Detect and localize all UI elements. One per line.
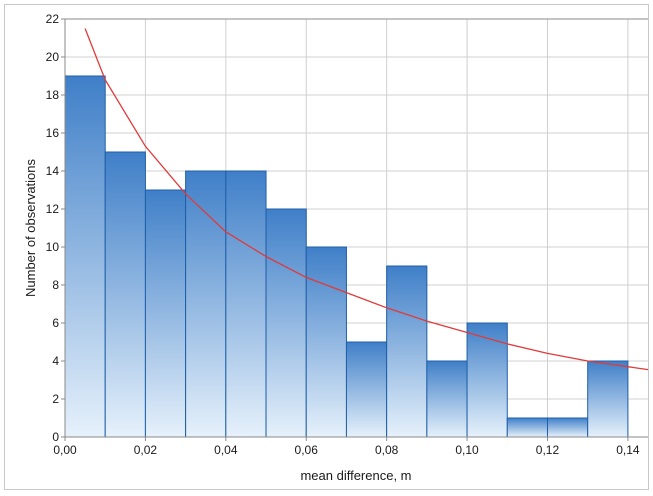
y-tick-label: 16 [46,126,60,140]
fitted-curve [84,28,649,371]
histogram-bar [587,360,629,438]
histogram-chart: 0 2 4 6 8 10 12 14 16 18 20 22 0,00 0,02 0,04 0,06 0,08… [23,12,649,483]
x-tick-label: 0,06 [295,443,319,457]
histogram-bar [506,417,548,438]
axes [64,18,648,438]
y-tick-label: 10 [46,240,60,254]
histogram-bar [345,341,388,438]
y-tick-label: 6 [52,316,59,330]
x-tick-label: 0,02 [134,443,158,457]
fitted-curve-line [84,28,649,371]
histogram-bar [466,322,508,438]
y-tick-label: 4 [52,354,59,368]
x-tick-label: 0,10 [455,443,479,457]
y-tick-label: 14 [46,164,60,178]
histogram-bar [144,189,187,438]
chart-frame: 0 2 4 6 8 10 12 14 16 18 20 22 0,00 0,02 0,04 0,06 0,08… [4,4,649,490]
x-tick-label: 0,04 [214,443,238,457]
histogram-bar [185,170,227,438]
x-tick-label: 0,00 [53,443,77,457]
histogram-bar [225,170,267,438]
histogram-bar [546,417,589,438]
x-axis-title: mean difference, m [300,468,411,483]
histogram-bar [386,265,428,438]
y-axis-title: Number of observations [23,158,38,297]
y-tick-label: 20 [46,50,60,64]
histogram-bar [104,151,146,438]
x-tick-labels: 0,00 0,02 0,04 0,06 0,08 0,10 0,12 0,14 [53,437,640,457]
y-tick-label: 12 [46,202,60,216]
histogram-bar [305,246,347,438]
x-tick-label: 0,12 [536,443,560,457]
x-tick-label: 0,08 [375,443,399,457]
histogram-bar [426,360,468,438]
histogram-bars [64,75,629,438]
x-tick-label: 0,14 [616,443,640,457]
y-tick-label: 0 [52,430,59,444]
y-tick-label: 18 [46,88,60,102]
histogram-bar [64,75,106,438]
y-tick-label: 2 [52,392,59,406]
y-tick-label: 8 [52,278,59,292]
y-tick-labels: 0 2 4 6 8 10 12 14 16 18 20 22 [46,12,65,444]
histogram-bar [265,208,307,438]
y-tick-label: 22 [46,12,60,26]
